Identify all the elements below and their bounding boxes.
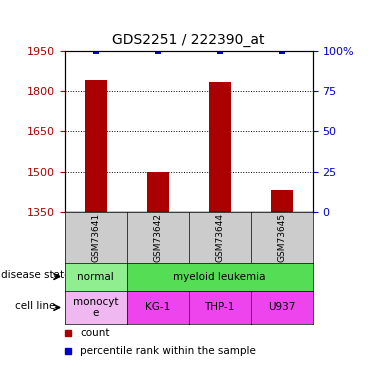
- Bar: [271, 190, 293, 212]
- Text: GSM73642: GSM73642: [153, 213, 162, 262]
- Text: KG-1: KG-1: [145, 303, 170, 312]
- Title: GDS2251 / 222390_at: GDS2251 / 222390_at: [112, 33, 265, 47]
- Bar: [209, 81, 231, 212]
- Text: myeloid leukemia: myeloid leukemia: [174, 272, 266, 282]
- Text: disease state: disease state: [1, 270, 70, 280]
- Text: U937: U937: [268, 303, 295, 312]
- Text: GSM73645: GSM73645: [277, 213, 286, 262]
- Text: percentile rank within the sample: percentile rank within the sample: [80, 346, 256, 356]
- Text: THP-1: THP-1: [205, 303, 235, 312]
- Text: cell line: cell line: [16, 301, 56, 311]
- Text: normal: normal: [77, 272, 114, 282]
- Text: GSM73644: GSM73644: [215, 213, 224, 262]
- Text: GSM73641: GSM73641: [91, 213, 100, 262]
- Text: monocyt
e: monocyt e: [73, 297, 118, 318]
- Text: count: count: [80, 328, 110, 338]
- Bar: [85, 80, 107, 212]
- Bar: [147, 171, 169, 212]
